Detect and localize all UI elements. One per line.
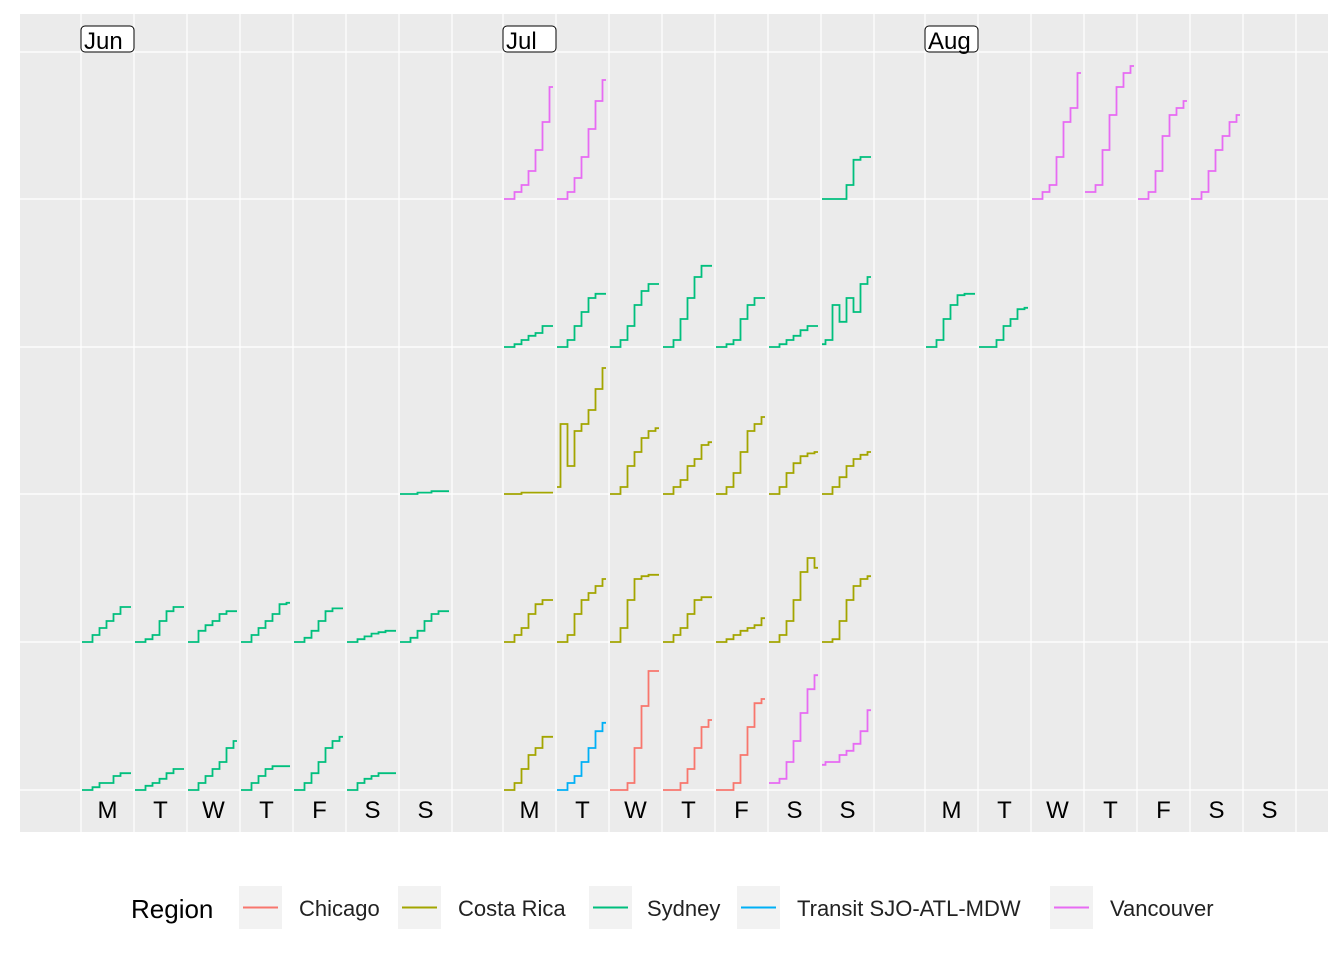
series-line: [1032, 72, 1081, 200]
weekday-label: F: [312, 797, 327, 824]
series-line: [347, 772, 396, 791]
legend-label: Vancouver: [1110, 896, 1214, 921]
series-line: [663, 596, 712, 643]
weekday-label: W: [624, 797, 647, 824]
series-line: [504, 599, 553, 643]
series-line: [347, 629, 396, 643]
legend-entry: Sydney: [589, 886, 720, 929]
weekday-label: W: [1046, 797, 1069, 824]
series-line: [769, 325, 818, 348]
legend-entry: Transit SJO-ATL-MDW: [737, 886, 1021, 929]
series-line: [557, 367, 606, 488]
series-line: [557, 578, 606, 643]
legend-label: Costa Rica: [458, 896, 566, 921]
series-line: [504, 491, 553, 495]
weekday-label: T: [259, 797, 274, 824]
series-line: [504, 86, 553, 200]
month-label: Aug: [924, 25, 979, 55]
weekday-label: W: [202, 797, 225, 824]
series-line: [504, 735, 553, 791]
series-line: [716, 617, 765, 643]
series-line: [769, 557, 818, 643]
weekday-label: T: [575, 797, 590, 824]
plot-panel: [20, 14, 1328, 832]
month-label-text: Aug: [928, 28, 971, 55]
legend: Region Chicago Costa Rica Sydney Transit SJO…: [131, 886, 1214, 929]
series-line: [822, 156, 871, 200]
series-line: [294, 607, 343, 643]
series-line: [822, 709, 871, 766]
series-line: [822, 276, 871, 346]
series-line: [400, 490, 449, 495]
series-line: [610, 573, 659, 643]
series-line: [663, 719, 712, 791]
weekday-label: S: [839, 797, 855, 824]
series-line: [663, 264, 712, 348]
weekday-label: S: [1261, 797, 1277, 824]
weekday-label: S: [417, 797, 433, 824]
legend-title: Region: [131, 894, 213, 924]
month-label: Jul: [502, 25, 557, 55]
series-line: [135, 768, 184, 791]
series-line: [188, 740, 237, 791]
series-line: [822, 575, 871, 643]
weekday-label: M: [520, 797, 540, 824]
series-lines: [82, 65, 1240, 791]
series-line: [1085, 65, 1134, 193]
series-line: [400, 610, 449, 643]
weekday-label: T: [1103, 797, 1118, 824]
series-line: [769, 674, 818, 784]
legend-label: Sydney: [647, 896, 720, 921]
series-line: [926, 292, 975, 348]
month-label-text: Jun: [84, 28, 123, 55]
series-line: [82, 772, 131, 791]
series-line: [188, 610, 237, 643]
month-label: Jun: [80, 25, 135, 55]
weekday-label: S: [364, 797, 380, 824]
series-line: [504, 325, 553, 348]
series-line: [663, 441, 712, 495]
legend-entry: Vancouver: [1050, 886, 1214, 929]
series-line: [135, 606, 184, 643]
month-label-text: Jul: [506, 28, 537, 55]
weekday-label: S: [1208, 797, 1224, 824]
series-line: [769, 451, 818, 495]
weekday-label: S: [786, 797, 802, 824]
month-labels: Jun Jul Aug: [80, 25, 979, 55]
series-line: [294, 735, 343, 791]
series-line: [241, 765, 290, 791]
weekday-label: M: [942, 797, 962, 824]
weekday-label: T: [681, 797, 696, 824]
series-line: [557, 721, 606, 791]
series-line: [610, 427, 659, 495]
series-line: [1138, 100, 1187, 200]
gridlines: [20, 14, 1328, 832]
series-line: [716, 416, 765, 495]
series-line: [979, 306, 1028, 348]
series-line: [82, 606, 131, 643]
legend-entry: Costa Rica: [398, 886, 566, 929]
series-line: [716, 297, 765, 348]
weekday-label: F: [734, 797, 749, 824]
series-line: [1191, 114, 1240, 200]
legend-entry: Chicago: [239, 886, 380, 929]
weekday-label: T: [997, 797, 1012, 824]
series-line: [241, 601, 290, 643]
series-line: [822, 451, 871, 495]
legend-label: Chicago: [299, 896, 380, 921]
weekday-label: F: [1156, 797, 1171, 824]
series-line: [557, 79, 606, 200]
legend-label: Transit SJO-ATL-MDW: [797, 896, 1021, 921]
series-line: [557, 292, 606, 348]
series-line: [716, 698, 765, 791]
series-line: [610, 670, 659, 791]
weekday-label: M: [98, 797, 118, 824]
weekday-label: T: [153, 797, 168, 824]
series-line: [610, 283, 659, 348]
